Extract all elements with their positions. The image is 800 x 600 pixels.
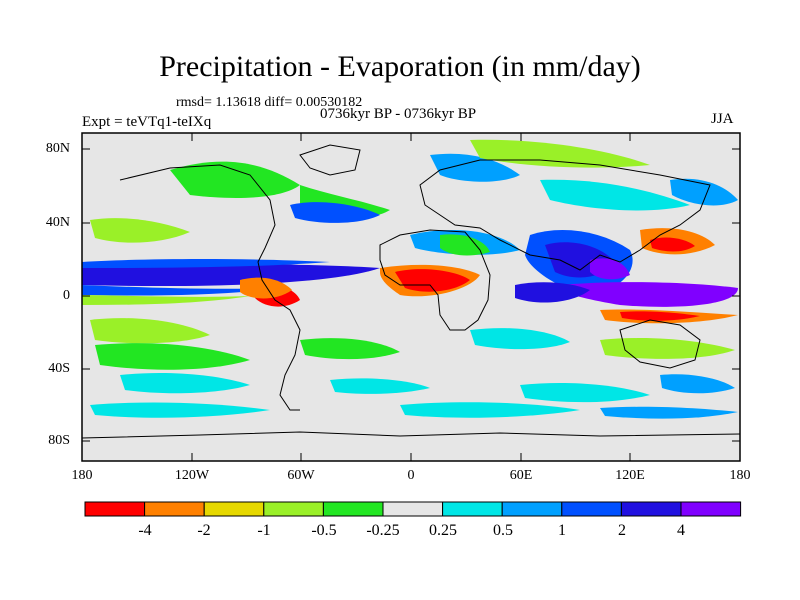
colorbar-swatch [442, 501, 503, 517]
y-ticks [82, 148, 740, 442]
field-patch [600, 338, 735, 359]
colorbar-label: -0.25 [366, 522, 400, 539]
field-patch [600, 406, 738, 419]
field-patch [240, 277, 292, 299]
map-title: Precipitation - Evaporation (in mm/day) [159, 50, 641, 83]
colorbar-swatch [84, 501, 146, 517]
colorbar-label: -0.5 [311, 522, 337, 539]
coastline-antarctica [81, 431, 741, 439]
field-patch [90, 218, 190, 243]
x-axis-label: 180 [71, 468, 93, 483]
field-patch [120, 373, 250, 394]
colorbar-swatch [263, 501, 324, 517]
colorbar-swatch [680, 501, 742, 517]
field-patch [590, 258, 630, 280]
colorbar-label: 0.25 [429, 522, 457, 539]
colorbar-label: 0.5 [493, 522, 513, 539]
colorbar-swatch [322, 501, 384, 517]
field-patch [90, 318, 210, 344]
y-axis-label: 80N [45, 141, 70, 156]
period-text: 0736kyr BP - 0736kyr BP [320, 106, 477, 122]
colorbar-swatch [382, 501, 444, 517]
field-patch [82, 259, 330, 268]
stats-text: rmsd= 1.13618 diff= 0.00530182 [176, 95, 363, 110]
field-patch [95, 343, 250, 370]
y-axis-label: 80S [48, 433, 70, 448]
field-patch [670, 178, 738, 206]
field-patch [470, 328, 570, 350]
field-layer [82, 139, 738, 419]
x-axis-label: 60W [287, 468, 315, 483]
colorbar-label: 2 [618, 522, 626, 539]
field-patch [395, 269, 470, 292]
field-patch [650, 237, 695, 252]
field-patch [560, 282, 738, 307]
colorbar-label: -1 [257, 522, 271, 539]
colorbar-swatch [144, 501, 205, 517]
field-patch [440, 234, 490, 256]
field-patch [470, 139, 650, 168]
field-patch [290, 202, 380, 223]
coastline-africa [379, 229, 491, 331]
colorbar-label: -2 [197, 522, 211, 539]
field-patch [82, 264, 380, 287]
colorbar [84, 501, 742, 517]
field-patch [520, 383, 650, 403]
y-axis-label: 0 [63, 288, 70, 303]
experiment-label: Expt = teVTq1-teIXq [82, 114, 212, 130]
y-axis-label: 40N [45, 215, 70, 230]
field-patch [515, 282, 590, 303]
coastline-eurasia [419, 159, 711, 271]
coastline-australia [619, 319, 701, 369]
x-axis-label: 0 [407, 468, 415, 483]
colorbar-swatch [203, 501, 265, 517]
x-ticks [191, 133, 631, 461]
x-axis-label: 60E [509, 468, 533, 483]
field-patch [330, 378, 430, 394]
field-patch [660, 374, 735, 394]
field-patch [90, 402, 270, 418]
colorbar-label: 1 [558, 522, 566, 539]
x-axis-label: 120W [174, 468, 210, 483]
field-patch [300, 338, 400, 360]
field-patch [620, 311, 700, 321]
y-axis-label: 40S [48, 361, 70, 376]
colorbar-swatch [561, 501, 622, 517]
x-axis-label: 180 [729, 468, 751, 483]
field-patch [170, 161, 300, 198]
season-label: JJA [711, 111, 734, 127]
field-patch [82, 285, 280, 296]
colorbar-swatch [620, 501, 682, 517]
colorbar-label: 4 [677, 522, 685, 539]
colorbar-label: -4 [138, 522, 152, 539]
x-axis-label: 120E [615, 468, 645, 483]
coastline-greenland [299, 144, 361, 176]
field-patch [82, 295, 250, 305]
coastlines [81, 144, 741, 439]
field-patch [400, 402, 580, 418]
field-patch [540, 179, 690, 211]
colorbar-swatch [501, 501, 563, 517]
coastline-americas [119, 164, 301, 411]
field-patch [430, 153, 520, 182]
